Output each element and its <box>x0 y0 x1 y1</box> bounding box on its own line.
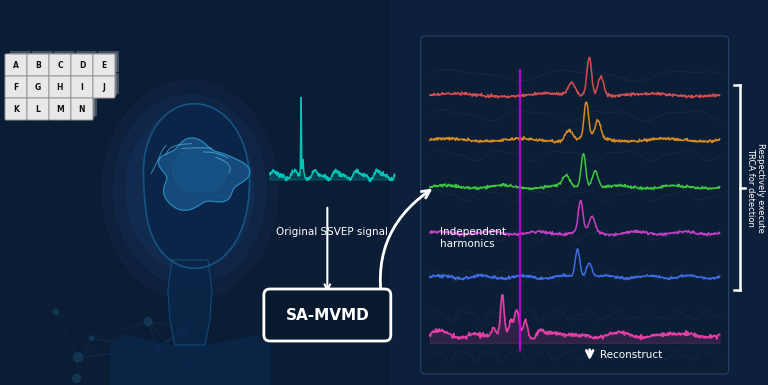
Text: L: L <box>35 104 41 114</box>
Bar <box>30 75 50 95</box>
Text: F: F <box>13 82 18 92</box>
Circle shape <box>180 357 188 365</box>
FancyBboxPatch shape <box>49 98 71 120</box>
FancyBboxPatch shape <box>49 76 71 98</box>
FancyBboxPatch shape <box>27 76 49 98</box>
Text: I: I <box>81 82 84 92</box>
Circle shape <box>74 353 82 362</box>
Text: K: K <box>13 104 19 114</box>
Bar <box>52 75 72 95</box>
Bar <box>55 73 74 93</box>
FancyBboxPatch shape <box>421 36 729 374</box>
Bar <box>10 73 30 93</box>
Text: Independent
harmonics: Independent harmonics <box>440 227 506 249</box>
Bar <box>98 73 118 93</box>
Ellipse shape <box>126 110 254 270</box>
Bar <box>76 95 96 115</box>
Bar <box>96 75 116 95</box>
Bar <box>74 53 94 73</box>
Polygon shape <box>158 138 250 210</box>
Bar <box>76 73 96 93</box>
Ellipse shape <box>172 147 227 192</box>
Bar <box>8 53 28 73</box>
FancyBboxPatch shape <box>27 54 49 76</box>
FancyBboxPatch shape <box>5 54 27 76</box>
Bar <box>32 95 52 115</box>
Bar <box>8 97 28 117</box>
Text: J: J <box>102 82 105 92</box>
Text: H: H <box>57 82 63 92</box>
Bar <box>30 97 50 117</box>
Text: G: G <box>35 82 41 92</box>
Bar <box>74 75 94 95</box>
Circle shape <box>155 347 161 353</box>
Circle shape <box>89 336 94 340</box>
FancyBboxPatch shape <box>264 289 391 341</box>
Bar <box>10 95 30 115</box>
Text: B: B <box>35 60 41 70</box>
Text: A: A <box>13 60 19 70</box>
FancyBboxPatch shape <box>71 98 93 120</box>
FancyBboxPatch shape <box>71 76 93 98</box>
Bar <box>76 51 96 71</box>
Ellipse shape <box>114 95 266 285</box>
Ellipse shape <box>102 80 278 300</box>
Circle shape <box>154 345 161 351</box>
Polygon shape <box>168 260 212 345</box>
Text: E: E <box>101 60 107 70</box>
Bar <box>8 75 28 95</box>
FancyBboxPatch shape <box>5 98 27 120</box>
Bar <box>32 51 52 71</box>
Text: Original SSVEP signal: Original SSVEP signal <box>276 227 389 237</box>
Bar <box>32 73 52 93</box>
Bar <box>30 53 50 73</box>
Bar <box>52 53 72 73</box>
Circle shape <box>73 375 81 382</box>
Bar <box>55 95 74 115</box>
Text: Reconstruct: Reconstruct <box>600 350 662 360</box>
Bar <box>98 51 118 71</box>
Text: N: N <box>78 104 85 114</box>
FancyBboxPatch shape <box>49 54 71 76</box>
Polygon shape <box>144 104 250 268</box>
Bar <box>55 51 74 71</box>
Text: Respectively execute
TRCA for detection: Respectively execute TRCA for detection <box>746 142 765 233</box>
Circle shape <box>178 327 187 336</box>
FancyBboxPatch shape <box>5 76 27 98</box>
Text: M: M <box>56 104 64 114</box>
FancyBboxPatch shape <box>93 54 115 76</box>
Bar <box>96 53 116 73</box>
FancyBboxPatch shape <box>71 54 93 76</box>
FancyBboxPatch shape <box>93 76 115 98</box>
Circle shape <box>144 318 152 325</box>
Bar <box>52 97 72 117</box>
Text: D: D <box>79 60 85 70</box>
FancyBboxPatch shape <box>27 98 49 120</box>
Text: SA-MVMD: SA-MVMD <box>286 308 369 323</box>
Bar <box>10 51 30 71</box>
Bar <box>390 0 767 385</box>
Bar <box>74 97 94 117</box>
Circle shape <box>53 309 58 315</box>
Text: C: C <box>57 60 63 70</box>
Circle shape <box>182 324 188 330</box>
